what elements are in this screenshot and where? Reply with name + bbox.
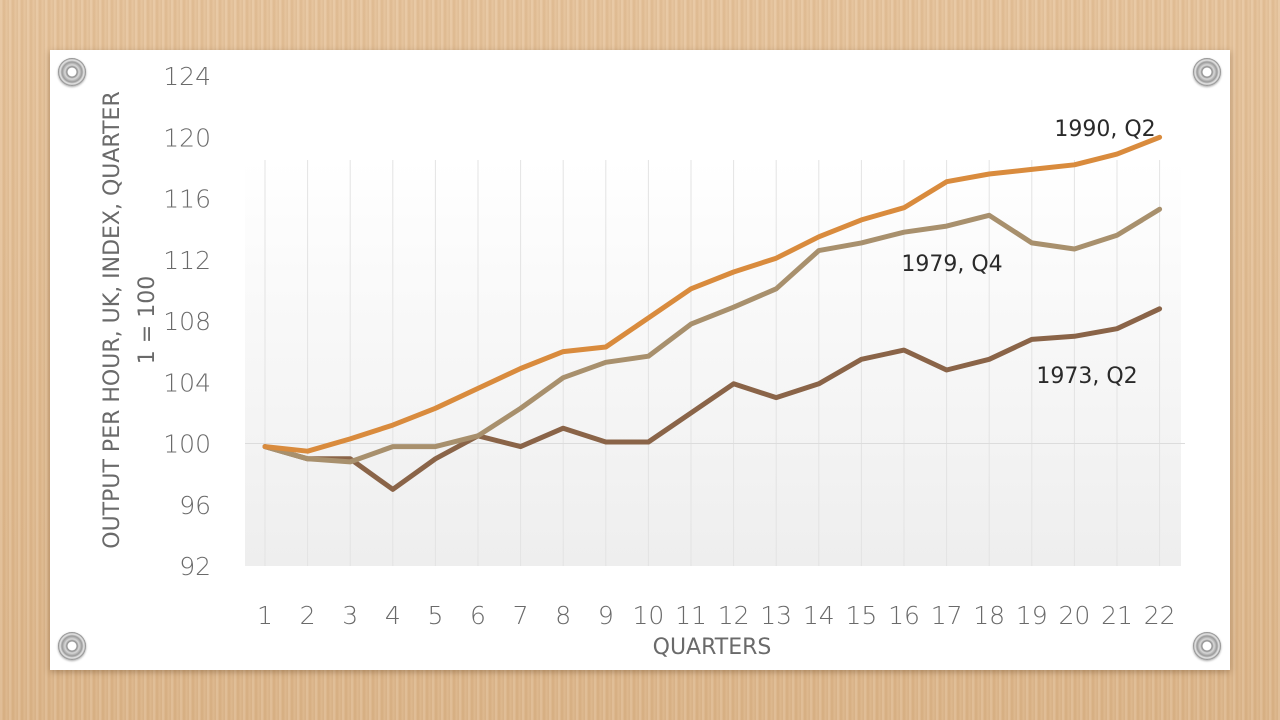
x-tick-label: 15 [845,601,877,630]
x-tick-label: 7 [513,601,529,630]
y-tick-label: 124 [163,62,211,91]
y-tick-label: 120 [163,123,211,152]
y-tick-label: 96 [179,491,211,520]
y-tick-label: 112 [163,246,211,275]
grommet-bottom-left-icon [58,632,86,660]
y-tick-label: 116 [163,185,211,214]
y-tick-label: 92 [179,552,211,581]
x-axis-ticks: 1 2 3 4 5 6 7 8 9 10 11 12 13 14 15 16 17 18 19 20 21 22 [257,601,1175,630]
plot-area [245,160,1181,566]
x-tick-label: 18 [973,601,1005,630]
x-tick-label: 13 [760,601,792,630]
series-labels: 1990, Q2 1979, Q4 1973, Q2 [901,117,1155,389]
x-tick-label: 22 [1144,601,1176,630]
y-axis-ticks: 92 96 100 104 108 112 116 120 124 [163,62,211,581]
grommet-top-left-icon [58,58,86,86]
grommet-top-right-icon [1193,58,1221,86]
series-label-1: 1979, Q4 [901,252,1002,277]
x-tick-label: 20 [1058,601,1090,630]
x-tick-label: 4 [385,601,401,630]
y-axis-label: OUTPUT PER HOUR, UK, INDEX, QUARTER [100,91,125,548]
x-tick-label: 12 [718,601,750,630]
y-tick-label: 104 [163,368,211,397]
x-tick-label: 2 [300,601,316,630]
x-tick-label: 8 [555,601,571,630]
series-line-0 [262,134,1163,454]
series-line-1 [262,206,1163,465]
x-tick-label: 11 [675,601,707,630]
series-label-0: 1990, Q2 [1054,117,1155,142]
x-tick-label: 17 [931,601,963,630]
x-tick-label: 3 [342,601,358,630]
x-tick-label: 21 [1101,601,1133,630]
series-lines [262,134,1163,492]
x-axis-label: QUARTERS [653,635,772,660]
y-tick-label: 108 [163,307,211,336]
x-tick-label: 19 [1016,601,1048,630]
grommet-bottom-right-icon [1193,632,1221,660]
y-tick-label: 100 [163,430,211,459]
x-tick-label: 10 [632,601,664,630]
series-label-2: 1973, Q2 [1036,364,1137,389]
x-tick-label: 16 [888,601,920,630]
x-tick-label: 1 [257,601,273,630]
x-tick-label: 6 [470,601,486,630]
y-axis-label-line2: 1 = 100 [135,276,160,364]
x-tick-label: 5 [427,601,443,630]
x-tick-label: 14 [803,601,835,630]
x-tick-label: 9 [598,601,614,630]
series-line-2 [262,306,1163,492]
gridlines [264,160,1161,566]
